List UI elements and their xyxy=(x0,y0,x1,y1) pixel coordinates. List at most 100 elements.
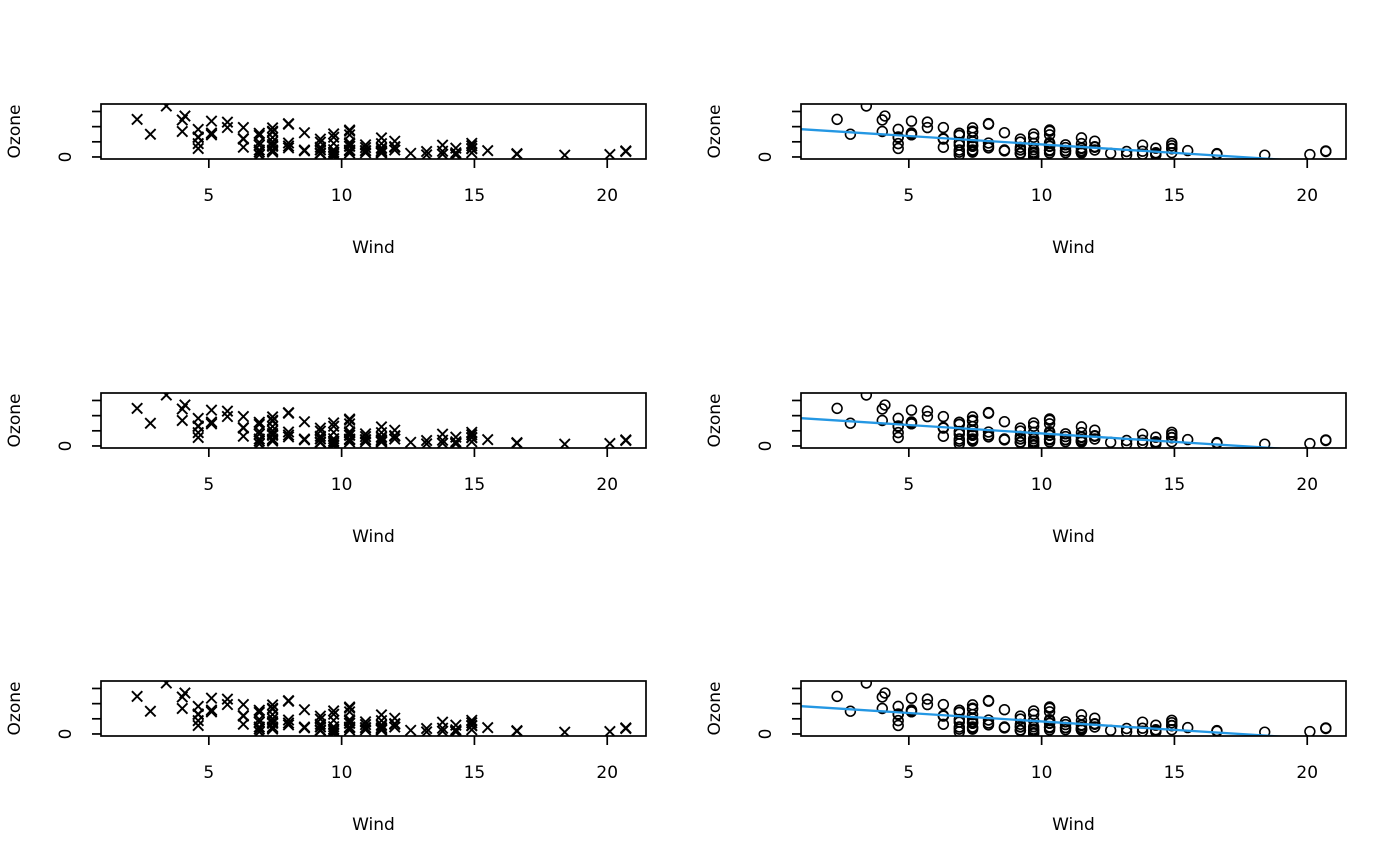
x-axis-title: Wind xyxy=(1052,238,1095,258)
data-point-marker xyxy=(266,410,279,423)
data-point-marker xyxy=(860,393,873,401)
data-point-marker xyxy=(253,704,266,717)
data-point-marker xyxy=(266,415,279,427)
x-tick-label: 10 xyxy=(1031,763,1053,783)
data-point-marker xyxy=(1166,140,1178,152)
data-point-marker xyxy=(253,127,266,140)
data-point-marker xyxy=(176,403,189,415)
panel-top-left: 5 10 15 20 0 Wind Ozone xyxy=(0,0,700,289)
data-point-marker xyxy=(388,424,401,437)
data-point-marker xyxy=(604,725,616,736)
data-point-marker xyxy=(404,724,417,736)
data-point-marker xyxy=(937,430,950,442)
data-point-marker xyxy=(860,681,873,689)
data-point-marker xyxy=(966,434,979,446)
plot-box xyxy=(800,392,1347,449)
data-point-marker xyxy=(1043,418,1056,430)
data-point-marker xyxy=(511,148,523,159)
data-point-marker xyxy=(1014,143,1027,156)
data-point-marker xyxy=(966,722,979,734)
data-point-marker xyxy=(221,405,234,417)
data-point-marker xyxy=(144,705,157,718)
y-axis-title: Ozone xyxy=(5,682,25,736)
data-point-marker xyxy=(1043,706,1056,718)
data-point-marker xyxy=(1014,436,1027,448)
data-point-marker xyxy=(1027,128,1040,140)
data-point-marker xyxy=(327,723,340,735)
data-point-marker xyxy=(343,717,356,729)
data-point-marker xyxy=(375,131,388,144)
plot-box xyxy=(800,103,1347,160)
plot-box xyxy=(100,103,647,160)
data-point-marker xyxy=(831,402,843,415)
data-point-marker xyxy=(436,139,449,152)
data-point-marker xyxy=(192,426,205,439)
data-point-marker xyxy=(131,690,143,703)
data-point-marker xyxy=(314,720,327,733)
data-point-marker xyxy=(176,702,189,715)
data-point-marker xyxy=(1182,433,1194,446)
data-point-marker xyxy=(1014,724,1027,736)
data-point-marker xyxy=(436,716,449,729)
data-point-marker xyxy=(1014,720,1027,733)
data-point-marker xyxy=(966,122,979,134)
data-point-marker xyxy=(176,125,189,138)
data-point-marker xyxy=(921,405,934,417)
data-point-marker xyxy=(388,144,401,156)
data-point-marker xyxy=(892,426,904,439)
data-point-marker xyxy=(921,693,934,705)
data-point-marker xyxy=(905,404,918,416)
data-point-marker xyxy=(966,429,979,442)
data-point-marker xyxy=(237,698,250,711)
data-point-marker xyxy=(266,145,279,157)
data-point-marker xyxy=(176,691,189,703)
data-point-marker xyxy=(481,144,494,157)
data-point-marker xyxy=(892,708,904,720)
data-point-marker xyxy=(921,116,934,128)
data-point-marker xyxy=(449,437,462,448)
data-point-marker xyxy=(404,147,417,159)
data-point-marker xyxy=(375,708,388,721)
data-point-marker xyxy=(314,710,327,722)
data-point-marker xyxy=(327,417,340,429)
data-point-marker xyxy=(237,430,250,443)
data-point-marker xyxy=(253,144,266,156)
data-point-marker xyxy=(298,434,311,446)
data-point-marker xyxy=(619,145,632,158)
plot-box xyxy=(100,680,647,737)
data-point-marker xyxy=(221,693,234,705)
x-tick-label: 5 xyxy=(203,186,214,206)
data-point-marker xyxy=(1304,148,1316,159)
data-point-marker xyxy=(1059,430,1072,443)
data-point-marker xyxy=(1259,726,1271,736)
data-point-marker xyxy=(266,420,279,433)
data-point-marker xyxy=(892,431,904,444)
x-tick-label: 5 xyxy=(203,475,214,495)
data-point-marker xyxy=(388,721,401,733)
data-point-marker xyxy=(314,147,327,159)
data-point-marker xyxy=(237,121,250,134)
data-point-marker xyxy=(176,114,189,126)
data-point-marker xyxy=(131,113,143,126)
data-point-marker xyxy=(1027,439,1040,448)
data-point-marker xyxy=(327,436,340,448)
y-tick-label: 0 xyxy=(56,152,76,163)
data-point-marker xyxy=(266,131,279,144)
data-point-marker xyxy=(205,417,218,430)
data-point-marker xyxy=(359,721,372,734)
data-point-marker xyxy=(1259,438,1271,448)
data-point-marker xyxy=(998,416,1011,428)
data-point-marker xyxy=(388,712,401,725)
data-point-marker xyxy=(1166,717,1178,729)
x-tick-label: 10 xyxy=(331,186,353,206)
x-tick-label: 15 xyxy=(464,186,486,206)
data-point-marker xyxy=(1027,150,1040,159)
x-axis-title: Wind xyxy=(352,527,395,547)
data-point-marker xyxy=(343,702,356,715)
data-point-marker xyxy=(192,137,205,150)
data-point-marker xyxy=(176,414,189,427)
data-point-marker xyxy=(420,145,433,158)
data-point-marker xyxy=(253,416,266,429)
x-tick-label: 10 xyxy=(331,475,353,495)
